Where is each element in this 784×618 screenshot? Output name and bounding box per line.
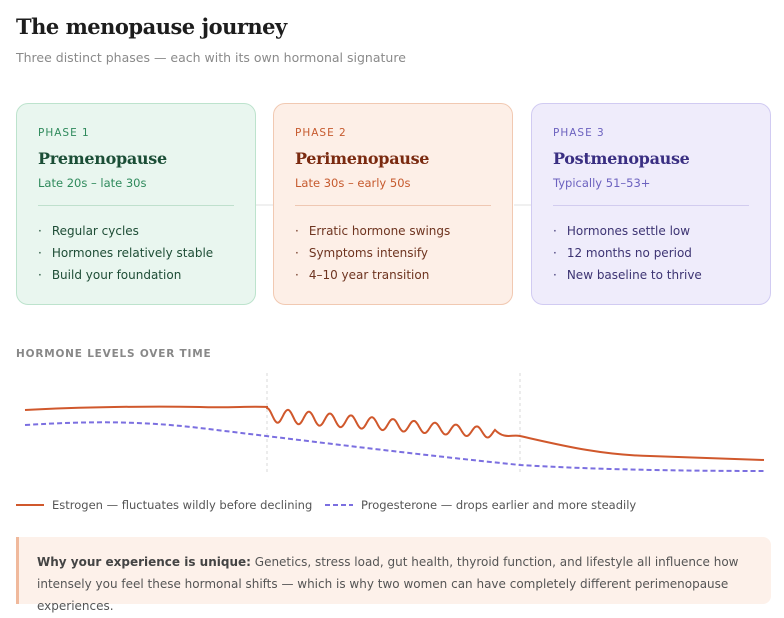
progesterone-curve (24, 421, 765, 472)
phase-name: Perimenopause (295, 149, 430, 168)
bullet-list: Erratic hormone swingsSymptoms intensify… (295, 220, 450, 286)
divider (38, 205, 234, 206)
bullet: Erratic hormone swings (295, 220, 450, 242)
estrogen-curve (24, 405, 765, 461)
phase-range: Late 20s – late 30s (38, 176, 147, 190)
phase-label: PHASE 2 (295, 127, 347, 139)
bullet: Build your foundation (38, 264, 213, 286)
phase-label: PHASE 1 (38, 127, 90, 139)
divider (295, 205, 491, 206)
bullet: Regular cycles (38, 220, 213, 242)
phase-name: Postmenopause (553, 149, 690, 168)
legend-text: Estrogen — fluctuates wildly before decl… (52, 498, 313, 512)
phase-range: Late 30s – early 50s (295, 176, 411, 190)
bullet: Hormones settle low (553, 220, 702, 242)
subtitle: Three distinct phases — each with its ow… (16, 50, 406, 65)
title: The menopause journey (16, 14, 287, 39)
callout-text: Genetics, stress load, gut health, thyro… (37, 555, 739, 613)
phase-card: PHASE 2 Perimenopause Late 30s – early 50s… (273, 103, 513, 305)
phase-card: PHASE 3 Postmenopause Typically 51–53+ Horm… (531, 103, 771, 305)
bullet: New baseline to thrive (553, 264, 702, 286)
bullet: Hormones relatively stable (38, 242, 213, 264)
legend-text: Progesterone — drops earlier and more st… (361, 498, 637, 512)
callout: Why your experience is unique: Genetics,… (16, 537, 771, 613)
callout-lead: Why your experience is unique: (37, 555, 251, 569)
bullet: Symptoms intensify (295, 242, 450, 264)
phase-name: Premenopause (38, 149, 167, 168)
divider (553, 205, 749, 206)
phase-card: PHASE 1 Premenopause Late 20s – late 30s Re… (16, 103, 256, 305)
phase-range: Typically 51–53+ (553, 176, 651, 190)
bullet-list: Hormones settle low12 months no periodNe… (553, 220, 702, 286)
bullet: 12 months no period (553, 242, 702, 264)
phase-label: PHASE 3 (553, 127, 605, 139)
bullet-list: Regular cyclesHormones relatively stable… (38, 220, 213, 286)
section-label: HORMONE LEVELS OVER TIME (16, 348, 212, 360)
bullet: 4–10 year transition (295, 264, 450, 286)
